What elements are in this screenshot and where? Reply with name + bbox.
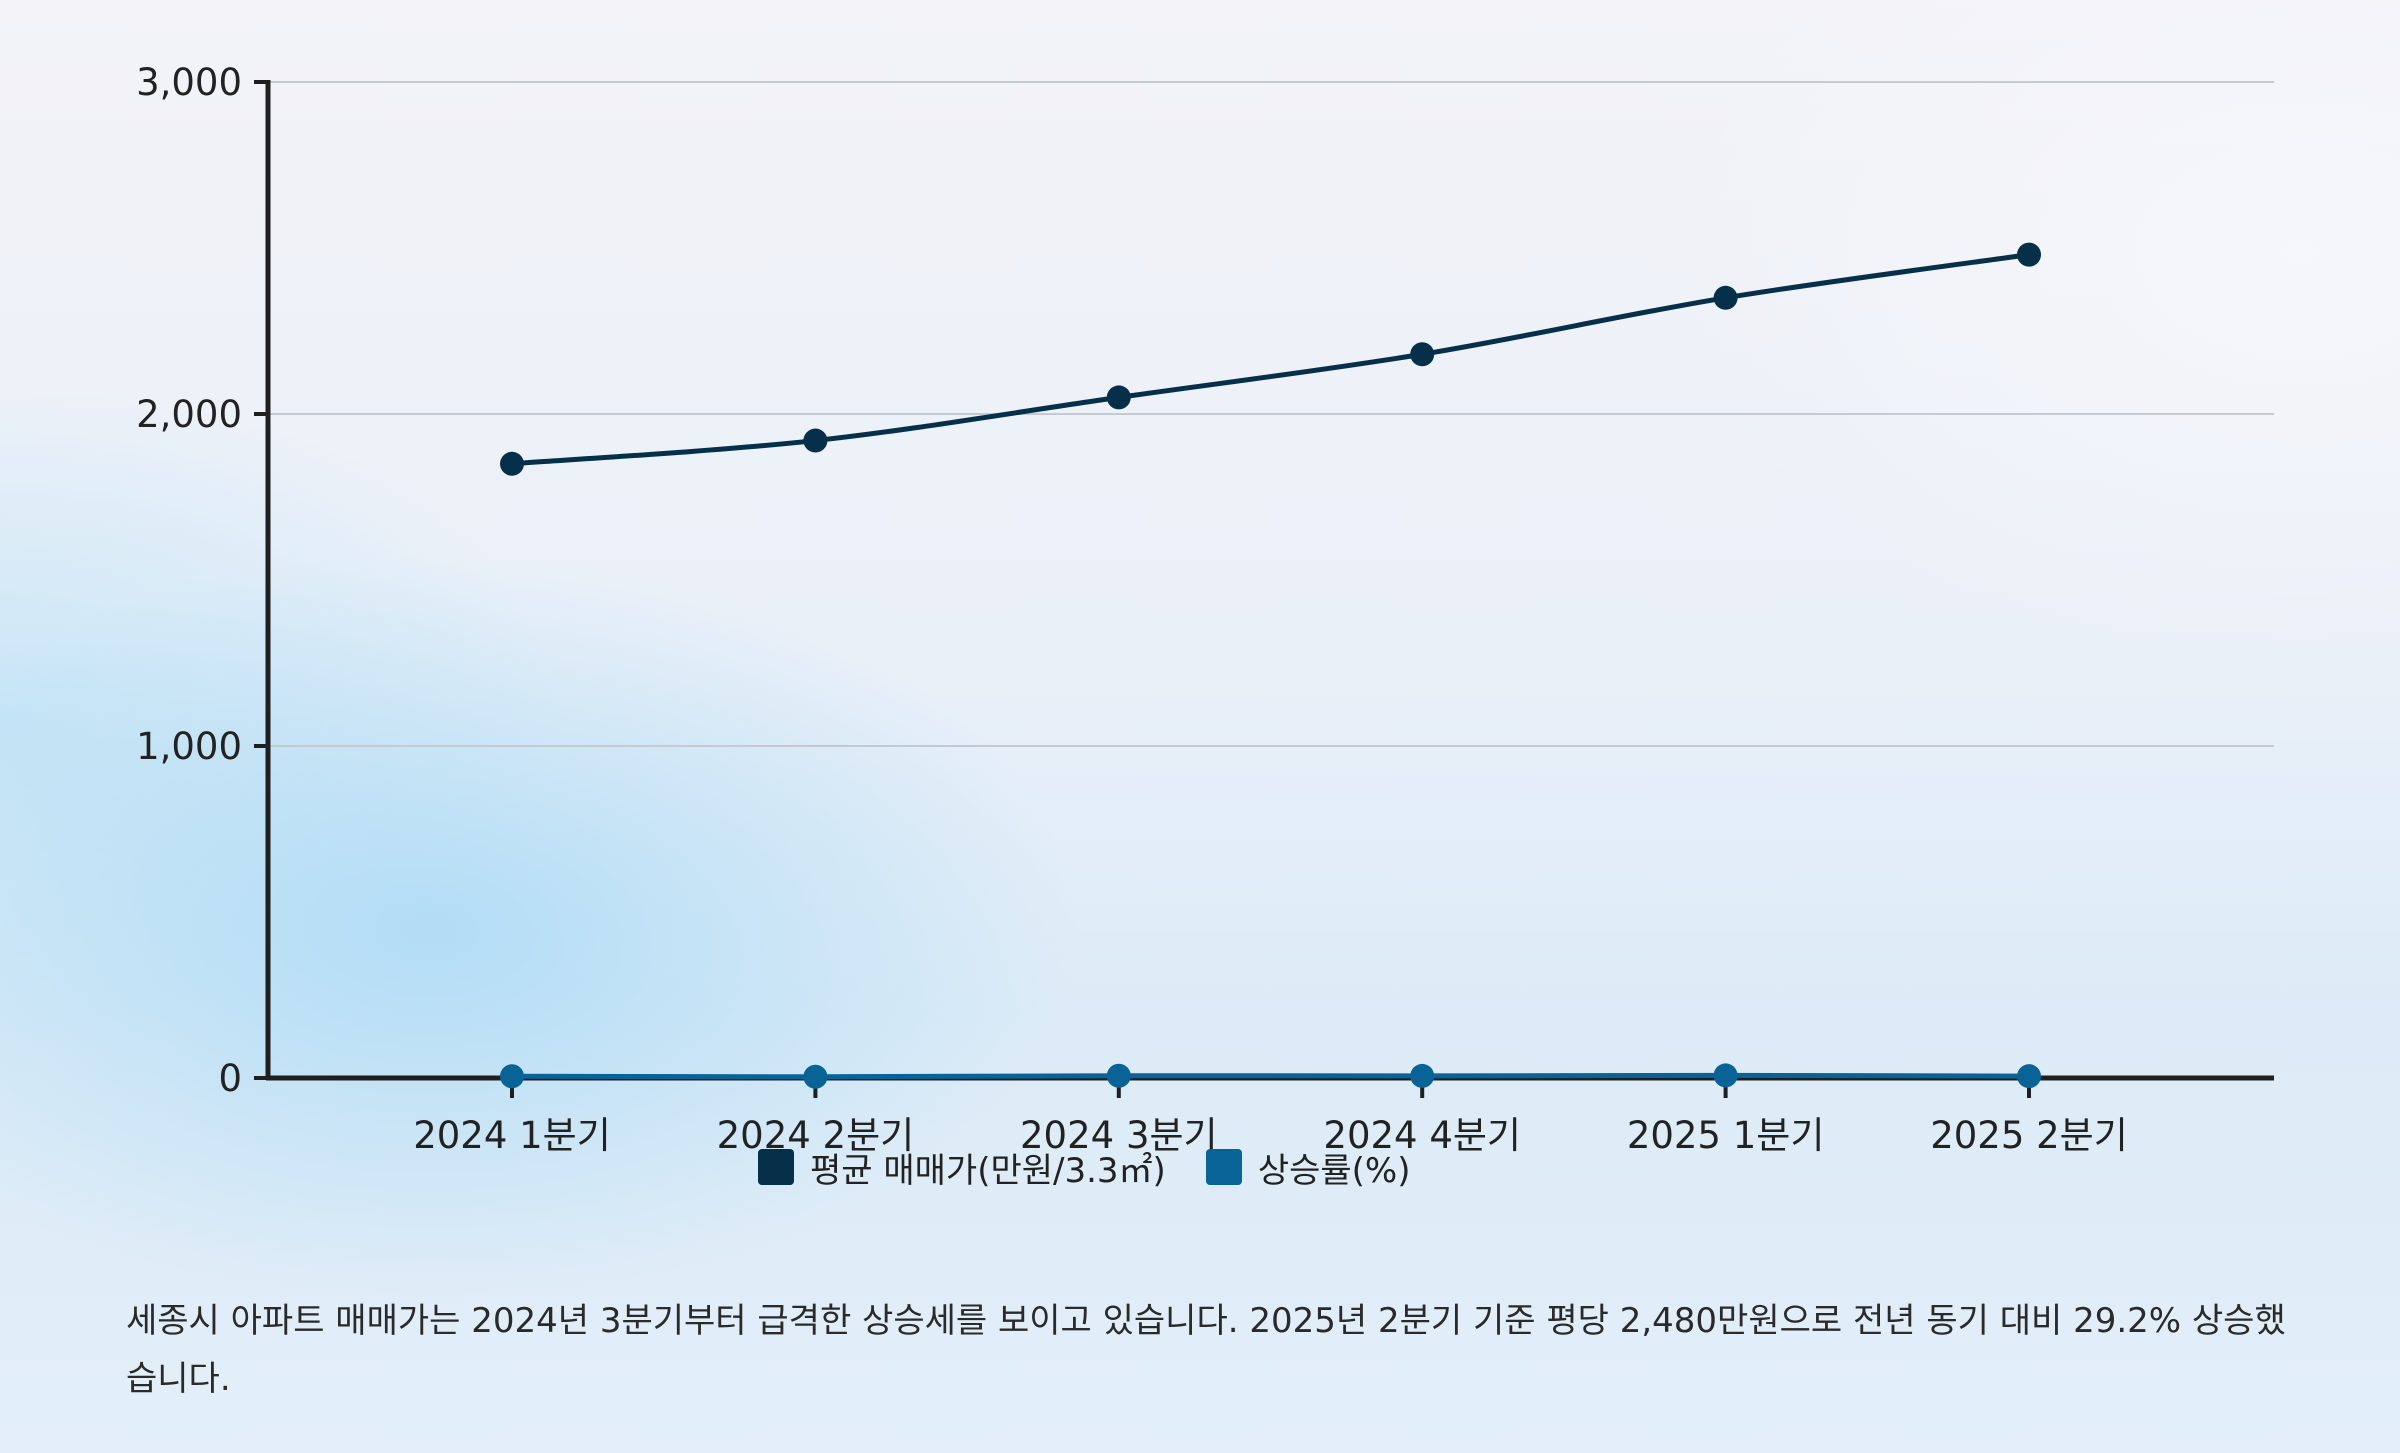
series-0-point-1 xyxy=(803,428,828,453)
y-tick-label-2000: 2,000 xyxy=(136,393,242,436)
series-1-point-1 xyxy=(803,1064,828,1089)
y-tick-label-1000: 1,000 xyxy=(136,725,242,768)
series-0-point-5 xyxy=(2017,242,2041,267)
legend-swatch-price xyxy=(758,1149,794,1185)
axes xyxy=(254,80,2274,1098)
x-tick-label-3: 2024 4분기 xyxy=(1323,1114,1521,1157)
x-tick-label-4: 2025 1분기 xyxy=(1627,1114,1825,1157)
series xyxy=(500,242,2041,1089)
chart-area: 0 1,000 2,000 3,000 2024 1분기 2024 2분기 2024 3분기… xyxy=(136,61,2274,1191)
x-tick-label-2: 2024 3분기 xyxy=(1020,1114,1218,1157)
x-tick-label-0: 2024 1분기 xyxy=(413,1114,611,1157)
series-0-point-2 xyxy=(1106,385,1131,410)
y-tick-label-3000: 3,000 xyxy=(136,61,242,104)
legend-label-rate: 상승률(%) xyxy=(1257,1150,1411,1191)
series-line-1 xyxy=(509,1072,2032,1080)
series-1-point-3 xyxy=(1410,1063,1435,1088)
series-0-point-3 xyxy=(1410,342,1435,367)
tick-labels: 0 1,000 2,000 3,000 2024 1분기 2024 2분기 2024 3분기… xyxy=(136,61,2128,1157)
series-line-0 xyxy=(509,252,2032,467)
legend-swatch-rate xyxy=(1205,1149,1242,1185)
legend-label-price: 평균 매매가(만원/3.3㎡) xyxy=(810,1150,1166,1191)
series-1-point-5 xyxy=(2017,1064,2041,1089)
series-1-point-2 xyxy=(1106,1063,1131,1088)
series-0-point-4 xyxy=(1713,285,1738,310)
series-1-point-0 xyxy=(500,1064,524,1089)
line-chart: 0 1,000 2,000 3,000 2024 1분기 2024 2분기 2024 3분기… xyxy=(136,61,2274,1157)
legend-item-price[interactable]: 평균 매매가(만원/3.3㎡) xyxy=(758,1143,1166,1192)
chart-caption: 세종시 아파트 매매가는 2024년 3분기부터 급격한 상승세를 보이고 있습… xyxy=(126,1301,2286,1399)
legend: 평균 매매가(만원/3.3㎡) 상승률(%) xyxy=(758,1143,1411,1191)
series-1-point-4 xyxy=(1713,1063,1738,1088)
x-tick-label-1: 2024 2분기 xyxy=(717,1114,915,1157)
legend-item-rate[interactable]: 상승률(%) xyxy=(1205,1143,1411,1192)
series-0-point-0 xyxy=(500,451,524,476)
x-tick-label-5: 2025 2분기 xyxy=(1930,1114,2128,1157)
gridlines xyxy=(268,81,2274,747)
y-tick-label-0: 0 xyxy=(218,1057,242,1100)
